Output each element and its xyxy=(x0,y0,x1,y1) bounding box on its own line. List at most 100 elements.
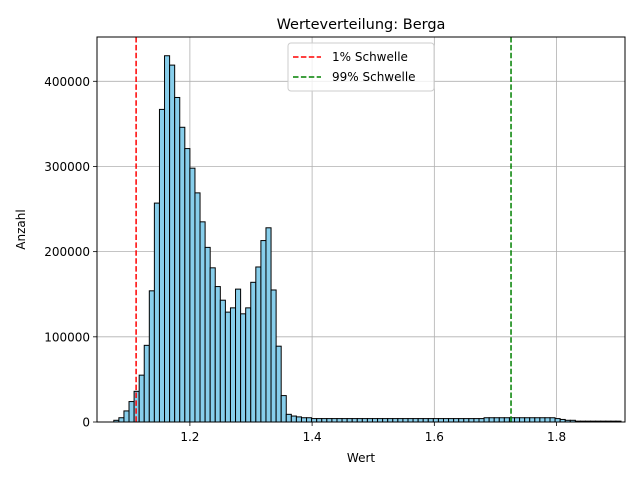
histogram-bar xyxy=(377,418,384,423)
histogram-bar xyxy=(366,418,373,423)
histogram-bar xyxy=(331,418,338,423)
histogram-bar xyxy=(123,410,130,423)
histogram-bar xyxy=(483,417,490,423)
histogram-bar xyxy=(240,313,247,423)
histogram-bar xyxy=(453,418,460,423)
histogram-bar xyxy=(341,418,348,423)
histogram-bar xyxy=(229,307,237,423)
histogram-bar xyxy=(209,267,216,423)
histogram-bar xyxy=(468,418,475,423)
histogram-bar xyxy=(270,289,277,423)
histogram-bar xyxy=(235,288,242,423)
histogram-bar xyxy=(128,401,135,423)
histogram-bar xyxy=(199,221,206,423)
legend-label-99pct: 99% Schwelle xyxy=(332,70,416,84)
legend: 1% Schwelle 99% Schwelle xyxy=(287,42,435,92)
histogram-bar xyxy=(290,415,297,423)
legend-label-1pct: 1% Schwelle xyxy=(332,50,408,64)
histogram-bar xyxy=(169,64,176,423)
histogram-bar xyxy=(463,418,470,423)
histogram-bar xyxy=(458,418,465,423)
x-tick-label: 1.4 xyxy=(303,430,322,444)
histogram-bar xyxy=(422,418,429,423)
histogram-bar xyxy=(519,417,526,423)
histogram-bar xyxy=(285,413,292,423)
histogram-bar xyxy=(245,307,252,423)
histogram-bar xyxy=(153,202,160,423)
histogram-bar xyxy=(412,418,419,423)
histogram-bar xyxy=(189,167,196,423)
y-axis-label: Anzahl xyxy=(14,209,28,249)
histogram-bar xyxy=(549,417,556,423)
histogram-bar xyxy=(351,418,358,423)
histogram-bar xyxy=(432,418,439,423)
histogram-bar xyxy=(356,418,363,423)
histogram-bar xyxy=(392,418,399,423)
plot-frame xyxy=(96,36,626,423)
histogram-bar xyxy=(143,344,150,423)
histogram-bar xyxy=(382,418,389,423)
histogram-bar xyxy=(174,96,181,423)
histogram-bar xyxy=(204,246,211,423)
histogram-bar xyxy=(260,240,267,423)
y-tick-label: 400000 xyxy=(44,75,90,89)
histogram-bar xyxy=(275,345,282,423)
histogram-bar xyxy=(265,227,272,423)
histogram-bar xyxy=(300,417,308,423)
histogram-bar xyxy=(214,286,221,423)
y-tick-label: 0 xyxy=(82,416,90,430)
histogram-bar xyxy=(194,192,201,423)
histogram-bar xyxy=(437,418,444,423)
histogram-bar xyxy=(255,266,262,423)
histogram-bar xyxy=(371,418,379,423)
histogram-bar xyxy=(529,417,536,423)
histogram-bar xyxy=(326,418,333,423)
y-tick-label: 300000 xyxy=(44,160,90,174)
histogram-bar xyxy=(138,374,145,423)
histogram-bar xyxy=(336,418,343,423)
histogram-bar xyxy=(478,418,485,423)
histogram-bar xyxy=(148,290,155,423)
y-tick-label: 200000 xyxy=(44,245,90,259)
histogram-bar xyxy=(448,418,455,423)
chart-title: Werteverteilung: Berga xyxy=(277,17,446,33)
histogram-bar xyxy=(387,418,394,423)
histogram-bar xyxy=(402,418,409,423)
histogram-bar xyxy=(524,417,531,423)
y-axis-ticks: 0 100000 200000 300000 400000 xyxy=(44,75,97,430)
histogram-bar xyxy=(443,418,450,423)
histogram-bar xyxy=(306,417,313,423)
histogram-bar xyxy=(514,417,521,423)
histogram-bar xyxy=(427,418,434,423)
histogram-bar xyxy=(179,126,186,423)
histogram-bar xyxy=(361,418,368,423)
histogram-bar xyxy=(397,418,404,423)
legend-box xyxy=(287,42,435,92)
histogram-bar xyxy=(164,55,171,423)
histogram-bar xyxy=(534,417,541,423)
histogram-bar xyxy=(544,417,551,423)
histogram-bar xyxy=(407,418,414,423)
histogram-bar xyxy=(503,417,510,423)
x-axis-ticks: 1.2 1.4 1.6 1.8 xyxy=(180,422,566,444)
histogram-bar xyxy=(554,418,561,423)
histogram-bar xyxy=(498,417,505,423)
histogram-bar xyxy=(488,417,495,423)
histogram-bar xyxy=(250,281,257,423)
x-tick-label: 1.6 xyxy=(425,430,444,444)
histogram-bar xyxy=(493,417,500,423)
histogram-bar xyxy=(539,417,546,423)
histogram-bar xyxy=(321,418,328,423)
x-axis-label: Wert xyxy=(347,451,375,465)
histogram-bar xyxy=(316,418,323,423)
x-tick-label: 1.2 xyxy=(180,430,199,444)
x-tick-label: 1.8 xyxy=(547,430,566,444)
histogram-bar xyxy=(295,416,302,423)
histogram-bar xyxy=(184,148,191,423)
threshold-lines xyxy=(135,37,512,422)
histogram-bar xyxy=(346,418,353,423)
histogram-bar xyxy=(311,418,318,423)
histogram-bar xyxy=(158,108,166,423)
histogram-bar xyxy=(473,418,480,423)
